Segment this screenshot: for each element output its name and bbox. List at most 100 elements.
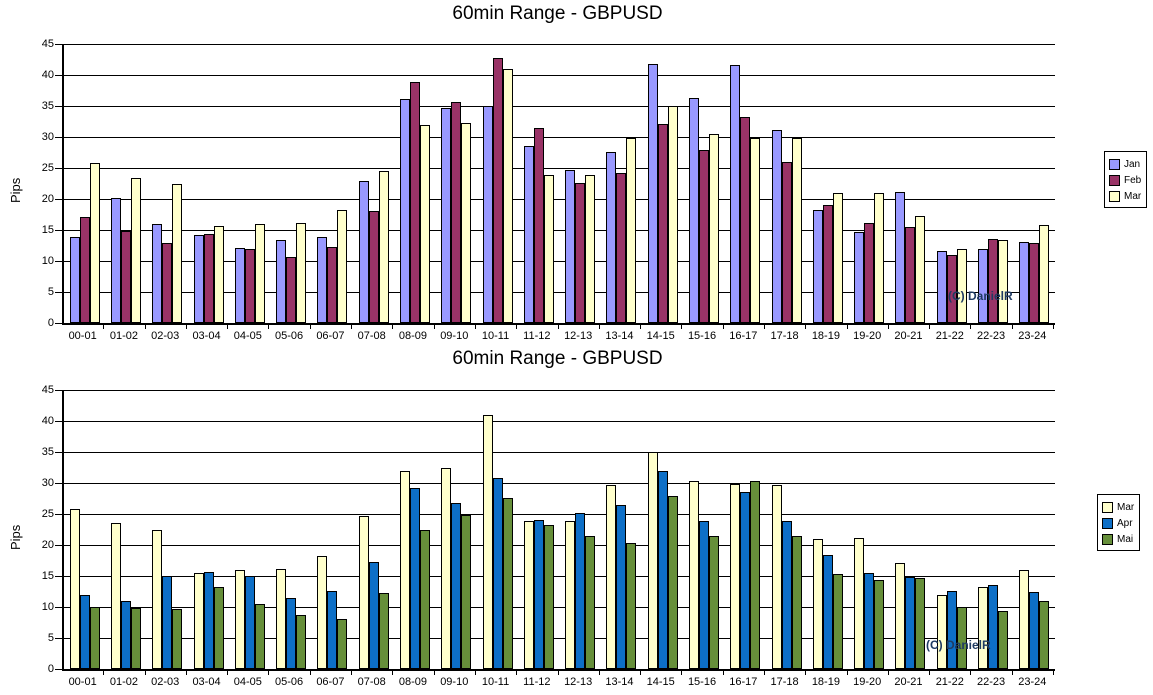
bar <box>647 452 658 669</box>
bar <box>978 249 989 323</box>
bar <box>864 573 875 669</box>
bar <box>89 163 100 323</box>
x-tick-label: 14-15 <box>646 676 675 688</box>
bar <box>409 82 420 323</box>
legend-label: Mar <box>1124 190 1142 202</box>
bar <box>1039 225 1050 323</box>
bar <box>606 152 617 323</box>
legend-label: Feb <box>1124 174 1142 186</box>
bar <box>358 516 369 669</box>
bottom-chart: 60min Range - GBPUSD Pips Mar Apr Mai (C) … <box>0 347 1153 695</box>
x-tick-label: 20-21 <box>894 676 923 688</box>
x-axis-tick <box>722 325 724 329</box>
legend-item: Mai <box>1102 531 1134 547</box>
gridline <box>64 514 1055 515</box>
y-tick-label: 20 <box>41 193 54 205</box>
bar <box>1029 592 1040 669</box>
x-tick-label: 02-03 <box>151 676 180 688</box>
legend-swatch <box>1109 158 1120 170</box>
x-tick-label: 17-18 <box>770 676 799 688</box>
x-axis-tick <box>598 325 600 329</box>
x-tick-label: 18-19 <box>811 330 840 342</box>
bar <box>905 577 916 669</box>
gridline <box>64 44 1055 45</box>
bar <box>533 520 544 669</box>
x-axis-tick <box>681 671 683 675</box>
x-axis-tick <box>309 325 311 329</box>
bar <box>854 538 865 669</box>
x-tick-label: 15-16 <box>687 676 717 688</box>
legend: Jan Feb Mar <box>1104 151 1148 208</box>
x-axis-tick <box>846 671 848 675</box>
x-axis-tick <box>351 325 353 329</box>
x-tick-label: 05-06 <box>275 676 304 688</box>
bar <box>936 595 947 669</box>
bar <box>657 471 668 669</box>
y-axis-tick <box>55 638 62 639</box>
x-tick-label: 09-10 <box>440 676 469 688</box>
bar <box>234 248 245 323</box>
x-axis-tick <box>805 671 807 675</box>
x-tick-label: 23-24 <box>1018 330 1047 342</box>
y-axis-tick <box>55 545 62 546</box>
bar <box>771 130 782 323</box>
bar <box>409 488 420 669</box>
bar <box>730 484 741 669</box>
bar <box>699 521 710 669</box>
bar <box>543 525 554 669</box>
bar <box>905 227 916 323</box>
legend-item: Apr <box>1102 515 1134 531</box>
y-axis-tick <box>55 199 62 200</box>
x-axis-tick <box>722 671 724 675</box>
bar <box>296 223 307 323</box>
x-axis-tick <box>227 671 229 675</box>
x-tick-label: 03-04 <box>192 330 221 342</box>
bar <box>730 65 741 323</box>
x-axis-tick <box>268 325 270 329</box>
bar <box>502 498 513 669</box>
bar <box>69 237 80 323</box>
y-axis-tick <box>55 607 62 608</box>
x-tick-label: 04-05 <box>233 330 262 342</box>
x-axis-tick <box>516 325 518 329</box>
bar <box>956 607 967 669</box>
bar <box>89 607 100 669</box>
legend-label: Mai <box>1117 533 1134 545</box>
gridline <box>64 106 1055 107</box>
bar <box>667 496 678 669</box>
legend-swatch <box>1102 517 1113 529</box>
x-tick-label: 07-08 <box>357 676 386 688</box>
bar <box>657 124 668 323</box>
bar <box>296 615 307 669</box>
x-tick-label: 13-14 <box>605 330 634 342</box>
bar <box>740 492 751 669</box>
bar <box>1019 570 1030 669</box>
x-tick-label: 10-11 <box>481 676 510 688</box>
bar <box>832 574 843 669</box>
x-axis-tick <box>970 671 972 675</box>
bar <box>213 587 224 669</box>
x-tick-label: 21-22 <box>935 330 964 342</box>
x-axis-tick <box>392 325 394 329</box>
x-axis-tick <box>1011 671 1013 675</box>
x-axis-tick <box>351 671 353 675</box>
x-tick-label: 16-17 <box>729 676 758 688</box>
bar <box>69 509 80 669</box>
gridline <box>64 75 1055 76</box>
legend-swatch <box>1102 501 1113 513</box>
bar <box>79 595 90 669</box>
x-tick-label: 23-24 <box>1018 676 1047 688</box>
y-tick-label: 45 <box>41 384 54 396</box>
x-axis-tick <box>557 671 559 675</box>
bar <box>988 239 999 323</box>
y-tick-label: 0 <box>47 663 54 675</box>
y-tick-label: 45 <box>41 38 54 50</box>
bar <box>854 232 865 323</box>
bar <box>946 255 957 323</box>
bar <box>709 536 720 669</box>
bar <box>162 243 173 323</box>
bar <box>492 478 503 669</box>
y-tick-label: 40 <box>41 69 54 81</box>
bar <box>276 569 287 669</box>
bar <box>317 237 328 323</box>
